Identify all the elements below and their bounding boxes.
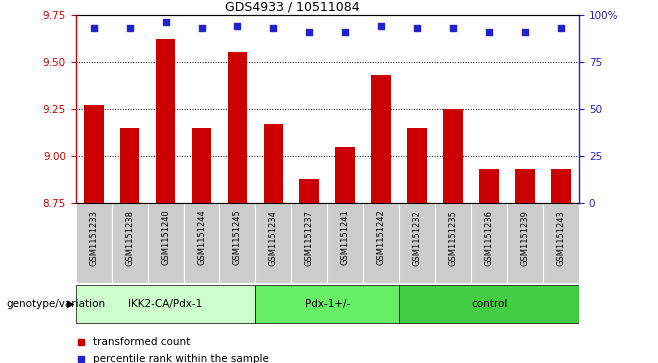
- Bar: [363, 203, 399, 283]
- Point: [196, 25, 207, 30]
- Text: GSM1151244: GSM1151244: [197, 210, 206, 265]
- Point: [304, 29, 315, 34]
- Bar: [191, 128, 211, 203]
- Bar: [228, 52, 247, 203]
- Bar: [551, 169, 571, 203]
- Text: GSM1151241: GSM1151241: [341, 210, 350, 265]
- Text: Pdx-1+/-: Pdx-1+/-: [305, 299, 350, 309]
- Bar: [291, 203, 327, 283]
- Bar: [507, 203, 543, 283]
- Text: GSM1151237: GSM1151237: [305, 210, 314, 266]
- Text: ▶: ▶: [67, 299, 74, 309]
- Bar: [299, 179, 319, 203]
- Bar: [76, 203, 112, 283]
- Text: control: control: [471, 299, 507, 309]
- Bar: [399, 285, 579, 323]
- Bar: [543, 203, 579, 283]
- Text: GSM1151240: GSM1151240: [161, 210, 170, 265]
- Bar: [264, 124, 284, 203]
- Text: percentile rank within the sample: percentile rank within the sample: [93, 354, 269, 363]
- Point: [124, 25, 135, 30]
- Point: [161, 19, 171, 25]
- Text: genotype/variation: genotype/variation: [7, 299, 106, 309]
- Bar: [112, 203, 147, 283]
- Text: GSM1151239: GSM1151239: [520, 210, 530, 266]
- Bar: [471, 203, 507, 283]
- Point: [412, 25, 422, 30]
- Point: [268, 25, 279, 30]
- Text: GSM1151242: GSM1151242: [377, 210, 386, 265]
- Bar: [184, 203, 220, 283]
- Point: [484, 29, 494, 34]
- Text: GSM1151232: GSM1151232: [413, 210, 422, 266]
- Bar: [336, 147, 355, 203]
- Text: GSM1151235: GSM1151235: [449, 210, 458, 266]
- Point: [376, 23, 386, 29]
- Bar: [156, 39, 176, 203]
- Bar: [220, 203, 255, 283]
- Bar: [76, 285, 255, 323]
- Point: [448, 25, 459, 30]
- Bar: [407, 128, 427, 203]
- Title: GDS4933 / 10511084: GDS4933 / 10511084: [225, 0, 359, 13]
- Point: [340, 29, 351, 34]
- Bar: [515, 169, 535, 203]
- Bar: [84, 105, 103, 203]
- Text: GSM1151233: GSM1151233: [89, 210, 98, 266]
- Bar: [147, 203, 184, 283]
- Bar: [255, 285, 399, 323]
- Bar: [399, 203, 435, 283]
- Text: IKK2-CA/Pdx-1: IKK2-CA/Pdx-1: [128, 299, 203, 309]
- Point: [88, 25, 99, 30]
- Text: transformed count: transformed count: [93, 337, 191, 347]
- Bar: [255, 203, 291, 283]
- Point: [232, 23, 243, 29]
- Bar: [327, 203, 363, 283]
- Point: [520, 29, 530, 34]
- Bar: [371, 75, 391, 203]
- Bar: [443, 109, 463, 203]
- Text: GSM1151234: GSM1151234: [269, 210, 278, 266]
- Bar: [479, 169, 499, 203]
- Bar: [120, 128, 139, 203]
- Text: GSM1151236: GSM1151236: [485, 210, 494, 266]
- Text: GSM1151243: GSM1151243: [557, 210, 566, 266]
- Point: [556, 25, 567, 30]
- Text: GSM1151245: GSM1151245: [233, 210, 242, 265]
- Bar: [435, 203, 471, 283]
- Text: GSM1151238: GSM1151238: [125, 210, 134, 266]
